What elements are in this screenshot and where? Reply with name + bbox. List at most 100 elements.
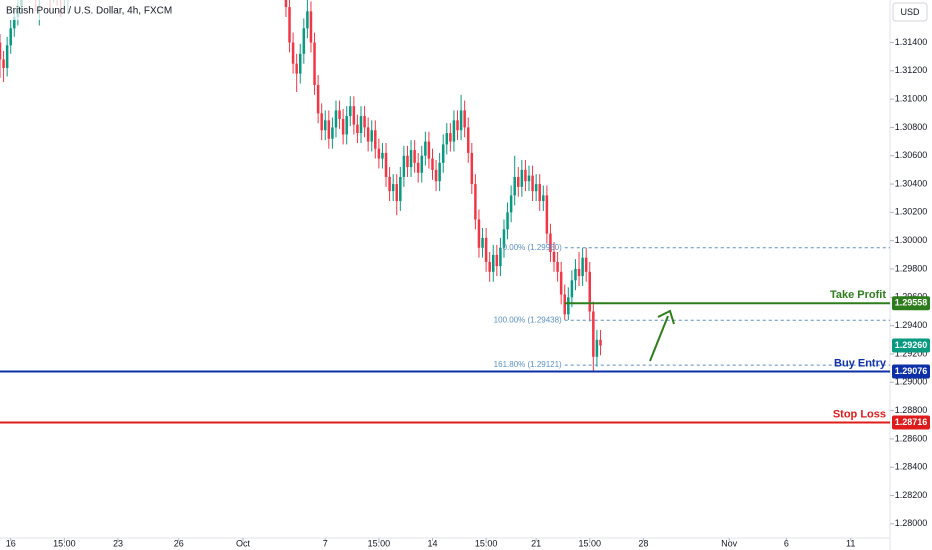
candle-body bbox=[595, 339, 599, 357]
price-tag-label: 1.28716 bbox=[895, 417, 928, 427]
candle-body bbox=[542, 195, 545, 202]
candle-body bbox=[477, 219, 481, 248]
fib-label: 161.80% (1.29121) bbox=[494, 360, 562, 369]
y-tick-label: 1.29000 bbox=[895, 377, 928, 387]
candle-body bbox=[499, 247, 502, 267]
x-tick-label: 11 bbox=[846, 538, 855, 548]
y-tick-label: 1.30200 bbox=[895, 207, 928, 217]
candle-body bbox=[406, 155, 409, 168]
candle-body bbox=[420, 155, 424, 173]
candle-body bbox=[309, 11, 313, 43]
candle-body bbox=[584, 257, 588, 272]
candle-body bbox=[509, 195, 513, 213]
candle-body bbox=[374, 130, 377, 149]
y-tick-label: 1.31000 bbox=[895, 93, 928, 103]
candle-body bbox=[288, 7, 291, 43]
candle-body bbox=[549, 233, 552, 253]
candle-body bbox=[459, 110, 463, 131]
y-tick-label: 1.28800 bbox=[895, 405, 928, 415]
candle-body bbox=[434, 169, 438, 182]
overlay: 0.00% (1.29950) 100.00% (1.29438) 161.80% … bbox=[0, 243, 890, 424]
x-tick-label: 28 bbox=[638, 538, 648, 548]
candle-body bbox=[452, 120, 456, 142]
candle-body bbox=[291, 42, 295, 64]
price-tag bbox=[892, 415, 930, 430]
candle-body bbox=[427, 141, 431, 159]
candle-body bbox=[338, 110, 341, 119]
candle-body bbox=[399, 176, 402, 202]
candle-body bbox=[577, 269, 581, 277]
candle-body bbox=[556, 261, 559, 272]
candle-body bbox=[506, 212, 509, 230]
candle-body bbox=[334, 110, 338, 128]
currency[interactable]: USD bbox=[900, 7, 920, 17]
candle-body bbox=[581, 257, 584, 277]
candle-body bbox=[349, 106, 352, 117]
level-name: Take Profit bbox=[830, 289, 886, 301]
candle-body bbox=[298, 53, 302, 74]
candle-body bbox=[488, 261, 491, 272]
x-tick-label: Oct bbox=[236, 538, 251, 548]
candle-body bbox=[538, 184, 541, 202]
candle-body bbox=[563, 294, 566, 315]
candle-body bbox=[481, 237, 484, 248]
y-tick-label: 1.30600 bbox=[895, 150, 928, 160]
candle-body bbox=[366, 127, 370, 142]
candle-body bbox=[463, 110, 466, 128]
candle-body bbox=[466, 127, 470, 153]
candle-body bbox=[484, 237, 488, 262]
candle-body bbox=[416, 162, 420, 173]
y-tick-label: 1.30800 bbox=[895, 122, 928, 132]
candle-body bbox=[531, 175, 534, 192]
candle-body bbox=[384, 152, 388, 177]
candle-body bbox=[284, 0, 288, 8]
candle-body bbox=[424, 141, 427, 156]
y-tick-label: 1.28000 bbox=[895, 518, 928, 528]
candle-body bbox=[370, 130, 373, 142]
candle-body bbox=[388, 176, 391, 192]
candle-body bbox=[413, 150, 416, 163]
candle-body bbox=[520, 169, 524, 187]
candle-body bbox=[502, 229, 506, 248]
candle-body bbox=[431, 158, 434, 170]
last-price-label: 1.29260 bbox=[895, 340, 928, 350]
fib-label: 100.00% (1.29438) bbox=[494, 315, 562, 324]
x-tick-label: 16 bbox=[6, 538, 16, 548]
y-tick-label: 1.29800 bbox=[895, 263, 928, 273]
candle-body bbox=[438, 162, 441, 182]
currency-box[interactable] bbox=[892, 2, 928, 22]
y-tick-label: 1.29200 bbox=[895, 348, 928, 358]
chart-title: British Pound / U.S. Dollar, 4h, FXCM bbox=[6, 6, 172, 17]
candle-body bbox=[345, 116, 348, 135]
candle-body bbox=[449, 133, 452, 142]
price-tag-label: 1.29076 bbox=[895, 366, 928, 376]
candle-body bbox=[492, 254, 495, 272]
candle-body bbox=[534, 184, 538, 192]
y-tick-label: 1.30000 bbox=[895, 235, 928, 245]
candle-body bbox=[574, 269, 577, 281]
candle-body bbox=[359, 116, 363, 134]
x-tick-label: 21 bbox=[531, 538, 541, 548]
x-tick-label: 26 bbox=[174, 538, 184, 548]
level-name: Stop Loss bbox=[833, 408, 886, 420]
candle-body bbox=[474, 184, 477, 220]
y-tick-label: 1.28400 bbox=[895, 462, 928, 472]
candle-body bbox=[527, 175, 531, 182]
y-tick-label: 1.30400 bbox=[895, 178, 928, 188]
level-name: Buy Entry bbox=[834, 357, 887, 369]
x-tick-label: 7 bbox=[323, 538, 328, 548]
candle-body bbox=[445, 133, 449, 145]
price-tag bbox=[892, 296, 930, 311]
candle-body bbox=[552, 252, 556, 262]
x-tick-label: 23 bbox=[113, 538, 123, 548]
y-tick-label: 1.28600 bbox=[895, 433, 928, 443]
title-backdrop bbox=[0, 0, 200, 20]
candle-body bbox=[327, 120, 331, 139]
candle-body bbox=[567, 297, 570, 315]
candle-body bbox=[5, 45, 9, 68]
candle-body bbox=[381, 152, 384, 159]
candle-body bbox=[545, 195, 549, 234]
candle-body bbox=[13, 16, 16, 29]
x-tick-label: 15:00 bbox=[53, 538, 76, 548]
